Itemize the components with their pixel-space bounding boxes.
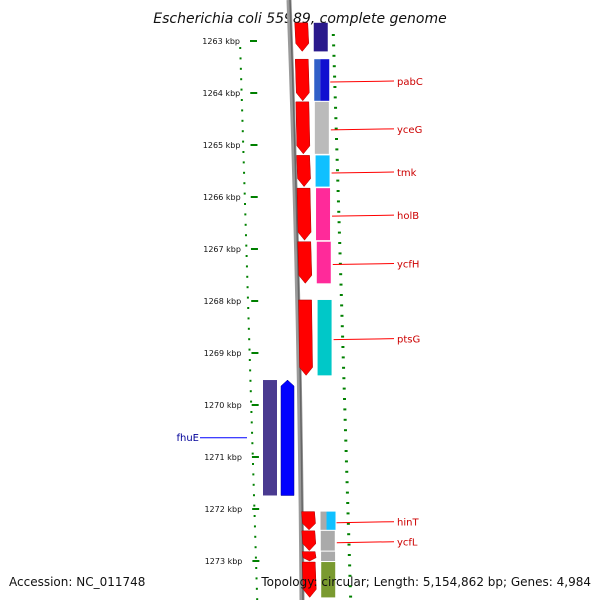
tick-label: 1264 kbp <box>203 89 241 98</box>
cog-band <box>320 530 335 551</box>
tick-label: 1273 kbp <box>205 557 243 566</box>
label-layer: pabC yceG tmk holB ycfH ptsG hinT ycfL fhuE <box>176 77 422 549</box>
cog-band <box>315 155 330 187</box>
cog-band <box>326 511 336 530</box>
cog-band <box>314 59 321 101</box>
forward-cds-arrow[interactable] <box>301 530 317 551</box>
gene-label-leader <box>332 214 395 217</box>
forward-cds-arrow[interactable] <box>301 511 316 531</box>
forward-cds-arrow[interactable] <box>298 299 313 376</box>
tick-label: 1268 kbp <box>203 297 241 306</box>
backbone-arc <box>286 0 305 600</box>
cog-band <box>316 188 331 241</box>
gene-label-leader <box>336 541 395 544</box>
cog-band <box>320 511 327 530</box>
gene-label-leader <box>333 338 395 341</box>
gene-label-tmk[interactable]: tmk <box>397 168 417 179</box>
tick-label: 1271 kbp <box>204 453 242 462</box>
gene-label-pabC[interactable]: pabC <box>397 77 423 88</box>
tick-label: 1265 kbp <box>203 141 241 150</box>
gene-label-ycfL[interactable]: ycfL <box>397 538 418 549</box>
cog-band <box>321 562 336 598</box>
tick-label: 1269 kbp <box>204 349 242 358</box>
cog-band <box>321 551 336 561</box>
forward-cds-arrow[interactable] <box>294 58 310 102</box>
tick-label: 1266 kbp <box>203 193 241 202</box>
reverse-cds-arrow[interactable] <box>280 379 295 496</box>
gene-label-leader <box>330 128 395 131</box>
tick-label: 1272 kbp <box>204 505 242 514</box>
cog-band <box>316 241 331 284</box>
forward-cds-arrow[interactable] <box>296 155 311 187</box>
cog-band <box>314 101 329 154</box>
gene-label-leader <box>332 263 395 266</box>
forward-cds-arrow[interactable] <box>301 551 317 562</box>
cog-band <box>263 380 277 496</box>
gene-label-leader <box>336 521 395 524</box>
gene-label-leader <box>330 80 395 83</box>
tick-label: 1267 kbp <box>203 245 241 254</box>
forward-cds-arrow[interactable] <box>297 241 313 284</box>
forward-cds-arrow[interactable] <box>294 22 310 52</box>
gene-label-yceG[interactable]: yceG <box>397 125 422 136</box>
gene-label-ycfH[interactable]: ycfH <box>397 260 419 271</box>
gene-label-holB[interactable]: holB <box>397 211 419 222</box>
gene-label-ptsG[interactable]: ptsG <box>397 335 420 346</box>
forward-cds-arrow[interactable] <box>295 101 311 155</box>
tick-layer: 1263 kbp 1264 kbp 1265 kbp 1266 kbp 1267 kbp… <box>202 34 353 600</box>
forward-cds-arrow[interactable] <box>296 187 312 241</box>
accession-text: Accession: NC_011748 <box>9 575 145 589</box>
tick-label: 1263 kbp <box>202 37 240 46</box>
tick-label: 1270 kbp <box>204 401 242 410</box>
forward-cds-arrow[interactable] <box>301 561 317 598</box>
cog-band <box>317 299 332 376</box>
gene-label-hinT[interactable]: hinT <box>397 518 419 529</box>
cog-band <box>313 22 328 52</box>
gene-layer <box>263 22 336 598</box>
topology-text: Topology: circular; Length: 5,154,862 bp… <box>260 575 591 589</box>
map-title: Escherichia coli 55989, complete genome <box>153 11 446 27</box>
cog-band <box>320 59 330 101</box>
gene-label-fhuE[interactable]: fhuE <box>176 433 199 444</box>
gene-label-leader <box>331 171 395 174</box>
